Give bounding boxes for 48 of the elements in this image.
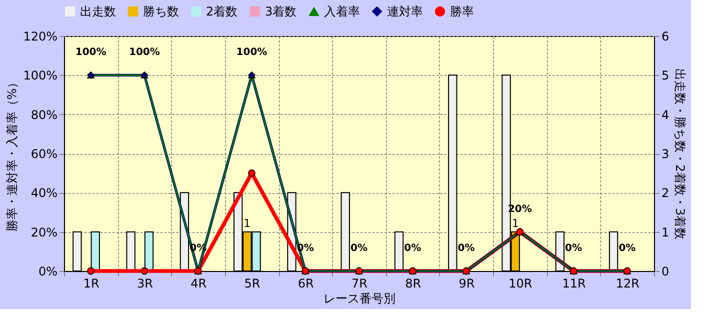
data-label: 100% bbox=[236, 47, 268, 58]
y2-tick-label: 6 bbox=[662, 30, 670, 44]
x-tick-label: 9R bbox=[458, 276, 475, 290]
y-tick-label: 60% bbox=[30, 147, 58, 161]
data-label: 0% bbox=[458, 243, 475, 254]
x-tick-label: 4R bbox=[190, 276, 207, 290]
y-tick-label: 40% bbox=[30, 186, 58, 200]
legend-label: 勝ち数 bbox=[143, 4, 179, 18]
data-label: 100% bbox=[75, 47, 106, 58]
data-label: 0% bbox=[404, 243, 422, 254]
x-tick-label: 11R bbox=[562, 276, 586, 290]
x-tick-label: 1R bbox=[83, 276, 100, 290]
legend-label: 3着数 bbox=[265, 4, 297, 18]
y2-tick-label: 2 bbox=[662, 186, 670, 200]
x-tick-label: 6R bbox=[298, 276, 314, 290]
x-tick-label: 3R bbox=[136, 276, 153, 290]
x-tick-label: 10R bbox=[508, 276, 532, 290]
legend-label: 入着率 bbox=[324, 4, 360, 18]
y-tick-label: 20% bbox=[30, 225, 58, 240]
data-label: 1 bbox=[244, 216, 251, 230]
legend-label: 出走数 bbox=[80, 4, 116, 18]
y2-tick-label: 4 bbox=[662, 108, 670, 122]
x-tick-label: 8R bbox=[405, 276, 422, 290]
legend-label: 2着数 bbox=[206, 4, 238, 18]
x-axis-title: レース番号別 bbox=[324, 292, 396, 306]
y2-axis-title: 出走数・勝ち数・2着数・3着数 bbox=[673, 68, 688, 240]
y-tick-label: 0% bbox=[38, 264, 58, 278]
legend-label: 勝率 bbox=[450, 4, 474, 18]
data-label: 0% bbox=[350, 243, 368, 254]
point bbox=[140, 267, 148, 275]
y2-tick-label: 5 bbox=[662, 68, 670, 83]
legend-label: 連対率 bbox=[387, 4, 423, 18]
data-label: 0% bbox=[565, 243, 582, 254]
data-label: 0% bbox=[618, 243, 636, 254]
x-tick-label: 5R bbox=[244, 276, 260, 290]
point bbox=[87, 267, 95, 275]
y2-tick-label: 0 bbox=[662, 264, 670, 278]
x-tick-label: 7R bbox=[352, 276, 368, 290]
y-tick-label: 80% bbox=[30, 108, 58, 122]
data-label: 1 bbox=[512, 216, 519, 230]
y2-tick-label: 1 bbox=[662, 225, 670, 240]
y2-tick-label: 3 bbox=[662, 147, 670, 161]
x-tick-label: 12R bbox=[616, 276, 640, 290]
data-label: 100% bbox=[129, 47, 160, 58]
point bbox=[248, 169, 256, 177]
y-axis-title: 勝率・連対率・入着率（%） bbox=[5, 76, 20, 232]
y-tick-label: 100% bbox=[23, 68, 58, 83]
y-tick-label: 120% bbox=[23, 30, 58, 44]
